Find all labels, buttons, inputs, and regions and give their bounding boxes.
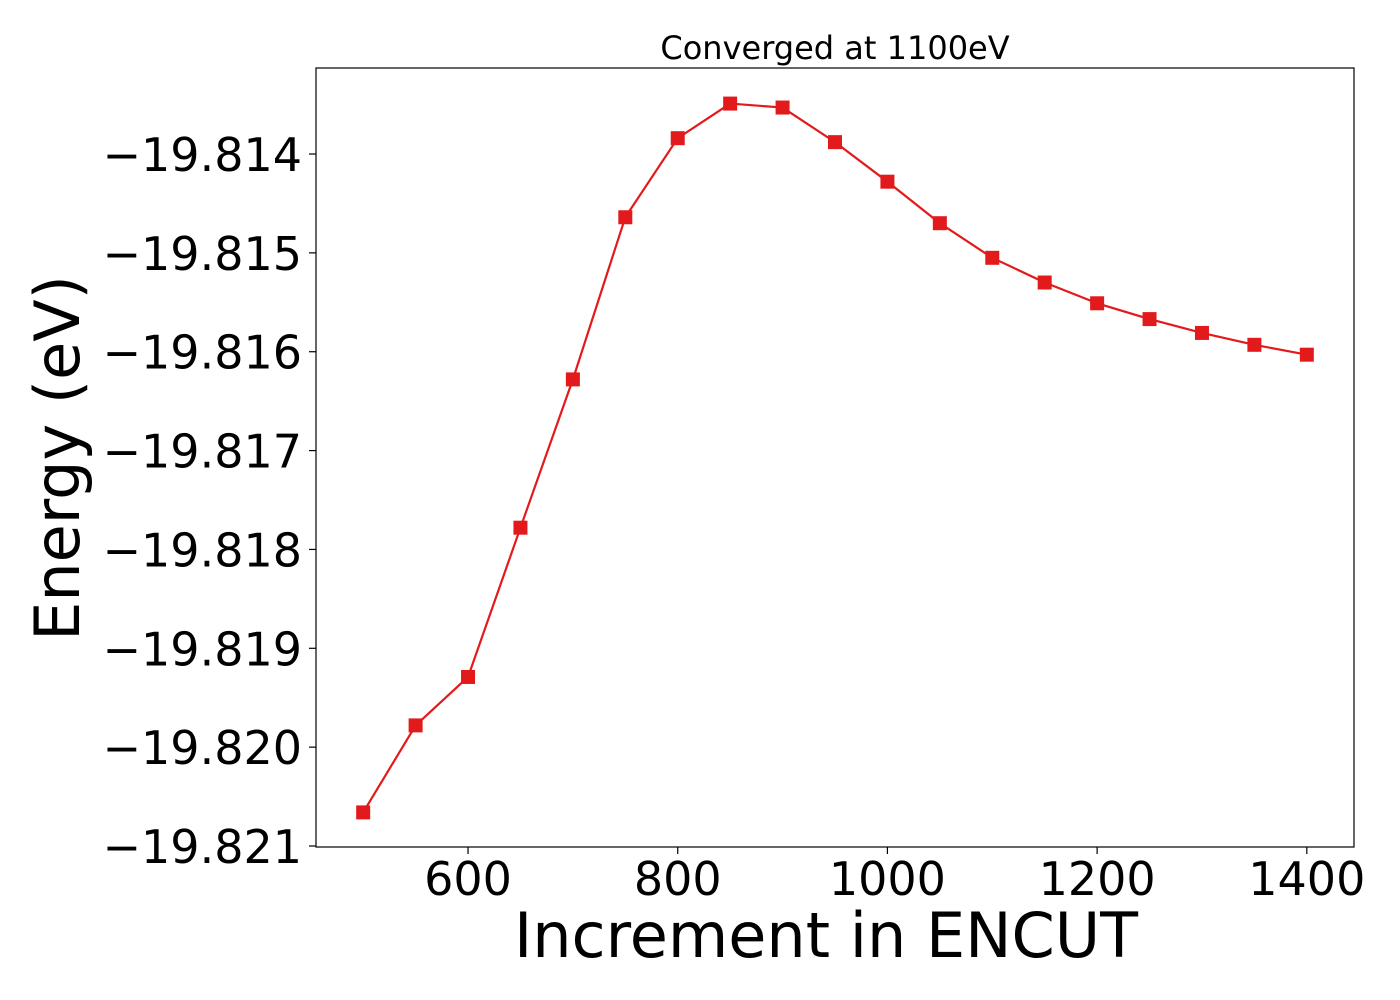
x-tick-label: 800 [634, 852, 722, 906]
y-tick-label: −19.819 [103, 622, 303, 676]
x-tick-label: 1400 [1248, 852, 1365, 906]
data-point-marker [1194, 325, 1209, 340]
data-point-marker [775, 100, 790, 115]
x-tick-label: 1200 [1039, 852, 1156, 906]
x-axis-label: Increment in ENCUT [514, 899, 1139, 972]
data-point-marker [880, 174, 895, 189]
data-point-marker [723, 96, 738, 111]
data-point-marker [356, 805, 371, 820]
data-point-marker [985, 250, 1000, 265]
data-point-marker [1247, 337, 1262, 352]
x-axis: 600 800 1000 1200 1400 [424, 847, 1365, 906]
data-point-marker [932, 216, 947, 231]
y-tick-label: −19.816 [103, 326, 303, 380]
x-tick-label: 1000 [829, 852, 946, 906]
y-tick-label: −19.817 [103, 425, 303, 479]
y-axis-label: Energy (eV) [21, 275, 94, 641]
data-point-marker [1142, 312, 1157, 327]
data-point-marker [1037, 275, 1052, 290]
data-point-marker [565, 372, 580, 387]
y-tick-label: −19.815 [103, 227, 303, 281]
data-point-marker [1299, 347, 1314, 362]
data-point-marker [618, 210, 633, 225]
y-tick-label: −19.814 [103, 128, 303, 182]
series-layer [356, 96, 1314, 820]
data-point-marker [828, 135, 842, 150]
data-point-marker [408, 718, 423, 733]
plot-area: 600 800 1000 1200 1400 −19.814 −19.815 −19.816… [103, 67, 1365, 906]
y-tick-label: −19.818 [103, 523, 303, 577]
data-point-marker [1090, 296, 1105, 311]
plot-frame [315, 67, 1355, 848]
x-tick-label: 600 [424, 852, 512, 906]
y-tick-label: −19.820 [103, 721, 303, 775]
data-point-marker [670, 131, 685, 146]
data-point-marker [513, 520, 528, 535]
y-axis: −19.814 −19.815 −19.816 −19.817 −19.818 −19.8… [103, 128, 316, 874]
data-point-marker [461, 669, 476, 684]
y-tick-label: −19.821 [103, 820, 303, 874]
chart-title: Converged at 1100eV [660, 29, 1009, 67]
